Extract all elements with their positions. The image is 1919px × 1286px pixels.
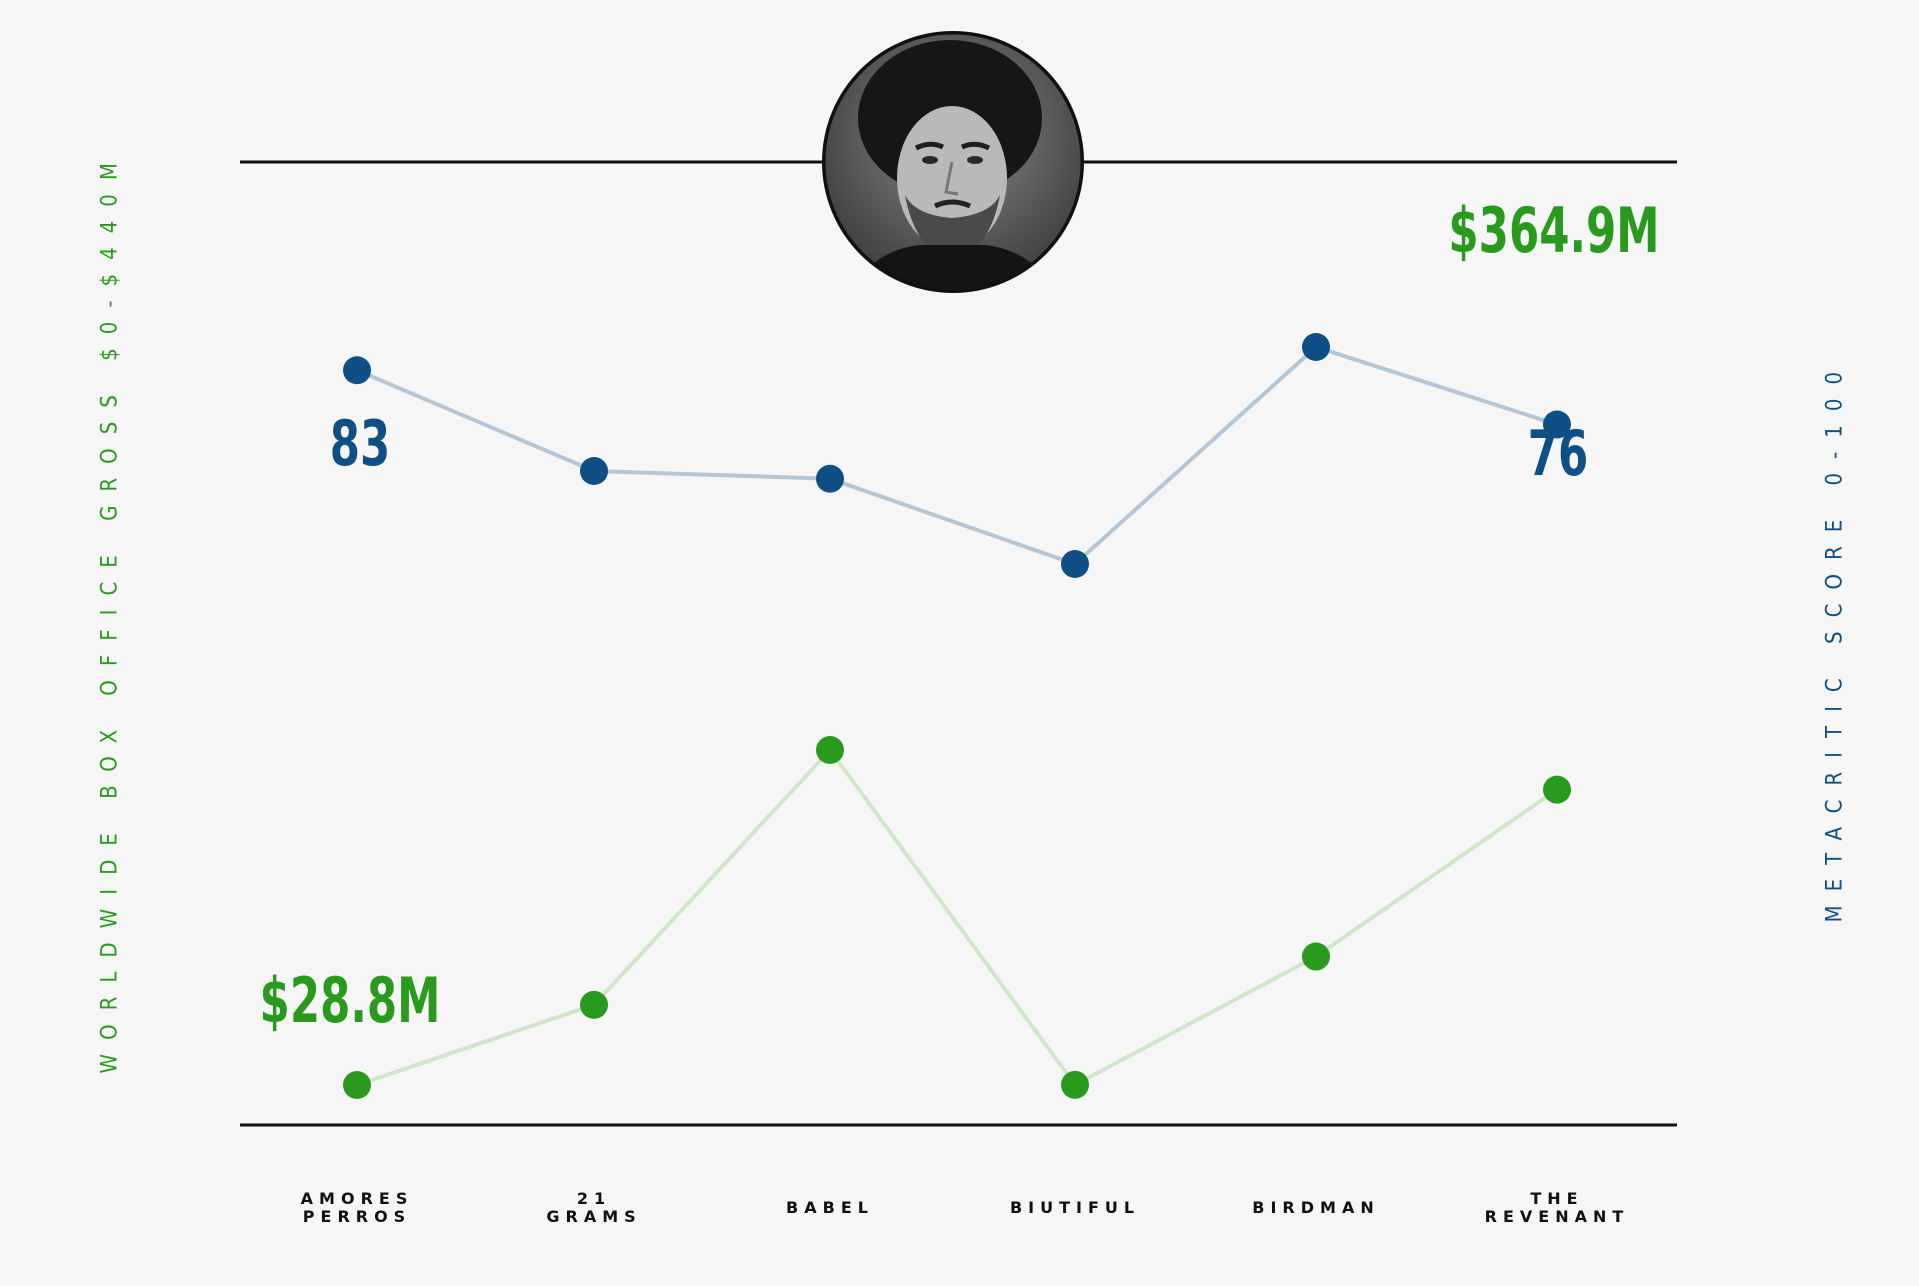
category-label: BIUTIFUL	[1009, 1198, 1141, 1217]
right-axis-title: METACRITIC SCORE 0-100	[1822, 357, 1848, 923]
gross-point	[1061, 1070, 1089, 1099]
score-point	[1543, 410, 1571, 439]
left-axis-title: WORLDWIDE BOX OFFICE GROSS $0-$440M	[97, 149, 123, 1074]
gross-point	[580, 990, 608, 1019]
category-label: 21 GRAMS	[546, 1189, 642, 1226]
category-label: BIRDMAN	[1252, 1198, 1380, 1217]
gross-series-line	[356, 746, 1559, 1088]
category-label: BABEL	[786, 1198, 874, 1217]
gross-last-label: $364.9M	[1448, 195, 1659, 267]
score-point	[816, 464, 844, 493]
category-label: THE REVENANT	[1484, 1189, 1630, 1226]
gross-first-label: $28.8M	[260, 965, 441, 1037]
category-label: AMORES PERROS	[300, 1189, 414, 1226]
score-series-line	[356, 344, 1558, 567]
score-point	[580, 457, 608, 485]
score-last-label: 76	[1528, 418, 1589, 490]
director-portrait	[822, 31, 1084, 293]
score-point	[1061, 550, 1089, 578]
score-point	[1302, 333, 1330, 361]
gross-point	[1543, 775, 1571, 804]
score-first-label: 83	[330, 408, 391, 480]
score-point	[343, 356, 371, 385]
gross-point	[816, 736, 844, 764]
gross-point	[343, 1071, 371, 1099]
gross-point	[1302, 942, 1330, 971]
